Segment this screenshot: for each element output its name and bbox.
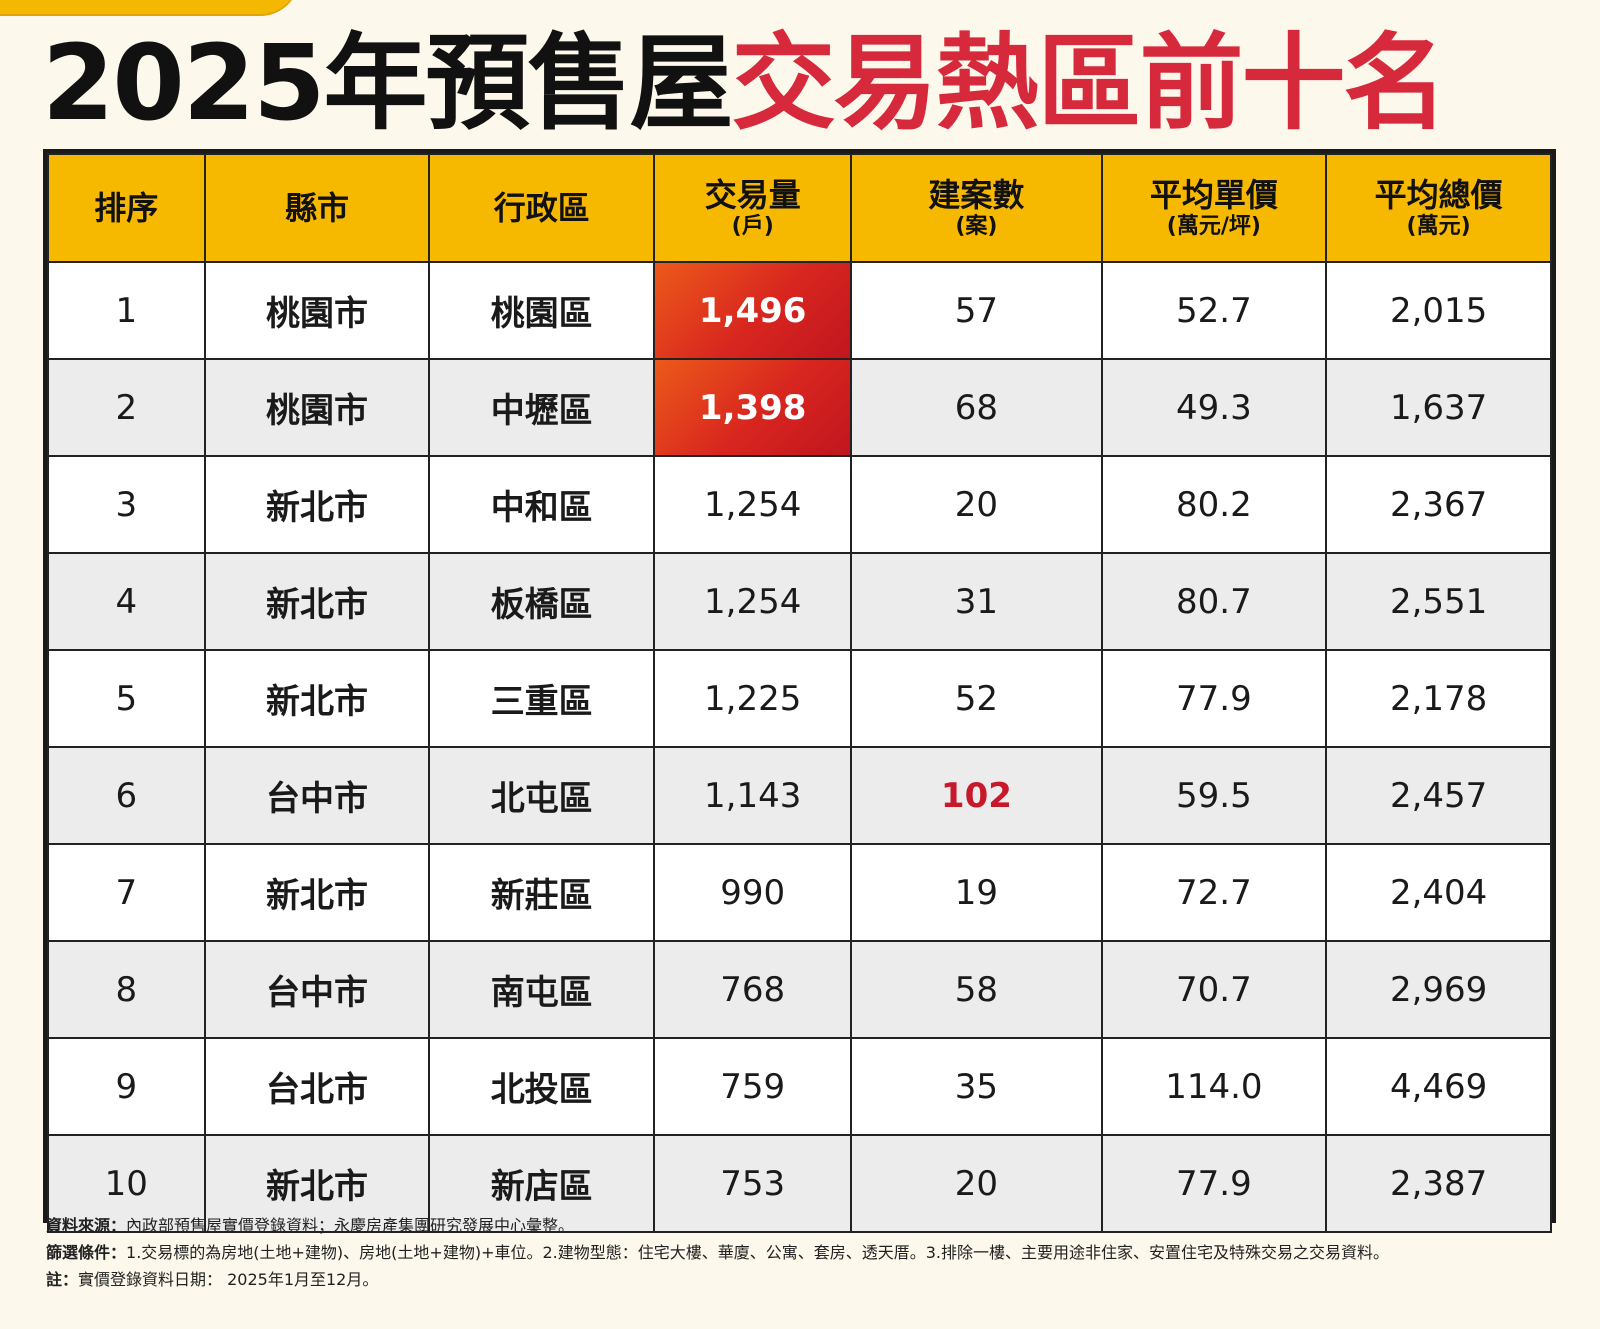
cell-projects: 20 bbox=[850, 1134, 1103, 1233]
cell-rank: 5 bbox=[47, 649, 206, 748]
cell-volume: 768 bbox=[653, 940, 853, 1039]
table-row: 4 新北市 板橋區 1,254 31 80.7 2,551 bbox=[47, 552, 1552, 651]
cell-volume: 990 bbox=[653, 843, 853, 942]
cell-district: 中和區 bbox=[428, 455, 656, 554]
cell-city: 台中市 bbox=[203, 940, 431, 1039]
cell-volume: 1,254 bbox=[653, 552, 853, 651]
table-row: 1 桃園市 桃園區 1,496 57 52.7 2,015 bbox=[47, 261, 1552, 360]
cell-unit-price: 80.2 bbox=[1100, 455, 1328, 554]
cell-district: 南屯區 bbox=[428, 940, 656, 1039]
table-row: 6 台中市 北屯區 1,143 102 59.5 2,457 bbox=[47, 746, 1552, 845]
cell-projects: 35 bbox=[850, 1037, 1103, 1136]
cell-total-price: 2,367 bbox=[1325, 455, 1552, 554]
cell-rank: 2 bbox=[47, 358, 206, 457]
cell-district: 新店區 bbox=[428, 1134, 656, 1233]
cell-total-price: 2,178 bbox=[1325, 649, 1552, 748]
cell-unit-price: 77.9 bbox=[1100, 649, 1328, 748]
cell-city: 桃園市 bbox=[203, 261, 431, 360]
cell-volume-highlight: 1,398 bbox=[653, 358, 853, 457]
cell-unit-price: 80.7 bbox=[1100, 552, 1328, 651]
cell-district: 中壢區 bbox=[428, 358, 656, 457]
cell-total-price: 1,637 bbox=[1325, 358, 1552, 457]
cell-city: 桃園市 bbox=[203, 358, 431, 457]
corner-tab-decoration bbox=[0, 0, 300, 14]
cell-unit-price: 49.3 bbox=[1100, 358, 1328, 457]
cell-unit-price: 114.0 bbox=[1100, 1037, 1328, 1136]
cell-unit-price: 72.7 bbox=[1100, 843, 1328, 942]
cell-total-price: 2,969 bbox=[1325, 940, 1552, 1039]
table-header-row: 排序 縣市 行政區 交易量 (戶) 建案數 (案) 平均單價 (萬元/坪) 平均總價(… bbox=[47, 153, 1552, 263]
cell-city: 新北市 bbox=[203, 1134, 431, 1233]
cell-volume: 1,254 bbox=[653, 455, 853, 554]
cell-city: 台北市 bbox=[203, 1037, 431, 1136]
cell-rank: 10 bbox=[47, 1134, 206, 1233]
cell-projects: 58 bbox=[850, 940, 1103, 1039]
table-row: 3 新北市 中和區 1,254 20 80.2 2,367 bbox=[47, 455, 1552, 554]
footnote-filter: 篩選條件：1.交易標的為房地(土地+建物)、房地(土地+建物)+車位。2.建物型… bbox=[46, 1243, 1390, 1262]
ranking-table: 排序 縣市 行政區 交易量 (戶) 建案數 (案) 平均單價 (萬元/坪) 平均總價(… bbox=[47, 153, 1552, 1233]
header-total-price: 平均總價 (萬元) bbox=[1325, 153, 1552, 263]
table-row: 9 台北市 北投區 759 35 114.0 4,469 bbox=[47, 1037, 1552, 1136]
cell-district: 北屯區 bbox=[428, 746, 656, 845]
footnote-note: 註：實價登錄資料日期： 2025年1月至12月。 bbox=[46, 1270, 379, 1289]
cell-unit-price: 59.5 bbox=[1100, 746, 1328, 845]
cell-total-price: 2,404 bbox=[1325, 843, 1552, 942]
cell-city: 新北市 bbox=[203, 455, 431, 554]
cell-total-price: 4,469 bbox=[1325, 1037, 1552, 1136]
table-row: 2 桃園市 中壢區 1,398 68 49.3 1,637 bbox=[47, 358, 1552, 457]
cell-rank: 4 bbox=[47, 552, 206, 651]
cell-unit-price: 70.7 bbox=[1100, 940, 1328, 1039]
cell-volume: 753 bbox=[653, 1134, 853, 1233]
cell-total-price: 2,387 bbox=[1325, 1134, 1552, 1233]
cell-volume: 759 bbox=[653, 1037, 853, 1136]
cell-district: 三重區 bbox=[428, 649, 656, 748]
footnotes: 資料來源：內政部預售屋實價登錄資料；永慶房產集團研究發展中心彙整。 篩選條件：1… bbox=[46, 1212, 1566, 1293]
table-row: 5 新北市 三重區 1,225 52 77.9 2,178 bbox=[47, 649, 1552, 748]
footnote-source: 資料來源：內政部預售屋實價登錄資料；永慶房產集團研究發展中心彙整。 bbox=[46, 1216, 575, 1235]
cell-projects: 20 bbox=[850, 455, 1103, 554]
cell-volume-highlight: 1,496 bbox=[653, 261, 853, 360]
cell-volume: 1,143 bbox=[653, 746, 853, 845]
cell-projects: 31 bbox=[850, 552, 1103, 651]
cell-projects: 19 bbox=[850, 843, 1103, 942]
cell-city: 台中市 bbox=[203, 746, 431, 845]
table-row: 7 新北市 新莊區 990 19 72.7 2,404 bbox=[47, 843, 1552, 942]
cell-district: 新莊區 bbox=[428, 843, 656, 942]
cell-rank: 3 bbox=[47, 455, 206, 554]
header-volume: 交易量 (戶) bbox=[653, 153, 853, 263]
header-projects: 建案數 (案) bbox=[850, 153, 1103, 263]
cell-rank: 1 bbox=[47, 261, 206, 360]
cell-city: 新北市 bbox=[203, 843, 431, 942]
cell-rank: 7 bbox=[47, 843, 206, 942]
header-rank: 排序 bbox=[47, 153, 206, 263]
cell-rank: 9 bbox=[47, 1037, 206, 1136]
cell-city: 新北市 bbox=[203, 552, 431, 651]
header-district: 行政區 bbox=[428, 153, 656, 263]
cell-total-price: 2,457 bbox=[1325, 746, 1552, 845]
cell-volume: 1,225 bbox=[653, 649, 853, 748]
ranking-table-container: 排序 縣市 行政區 交易量 (戶) 建案數 (案) 平均單價 (萬元/坪) 平均總價(… bbox=[43, 149, 1556, 1233]
cell-district: 板橋區 bbox=[428, 552, 656, 651]
cell-projects: 57 bbox=[850, 261, 1103, 360]
cell-projects: 52 bbox=[850, 649, 1103, 748]
title-black-part: 2025年預售屋 bbox=[42, 22, 733, 144]
cell-unit-price: 77.9 bbox=[1100, 1134, 1328, 1233]
table-row: 10 新北市 新店區 753 20 77.9 2,387 bbox=[47, 1134, 1552, 1233]
cell-rank: 6 bbox=[47, 746, 206, 845]
cell-projects-highlight: 102 bbox=[850, 746, 1103, 845]
table-row: 8 台中市 南屯區 768 58 70.7 2,969 bbox=[47, 940, 1552, 1039]
cell-unit-price: 52.7 bbox=[1100, 261, 1328, 360]
cell-district: 北投區 bbox=[428, 1037, 656, 1136]
page-title: 2025年預售屋交易熱區前十名 bbox=[42, 18, 1572, 148]
cell-city: 新北市 bbox=[203, 649, 431, 748]
cell-rank: 8 bbox=[47, 940, 206, 1039]
header-unit-price: 平均單價 (萬元/坪) bbox=[1100, 153, 1328, 263]
cell-total-price: 2,551 bbox=[1325, 552, 1552, 651]
cell-district: 桃園區 bbox=[428, 261, 656, 360]
cell-total-price: 2,015 bbox=[1325, 261, 1552, 360]
cell-projects: 68 bbox=[850, 358, 1103, 457]
header-city: 縣市 bbox=[203, 153, 431, 263]
title-red-part: 交易熱區前十名 bbox=[731, 22, 1447, 144]
